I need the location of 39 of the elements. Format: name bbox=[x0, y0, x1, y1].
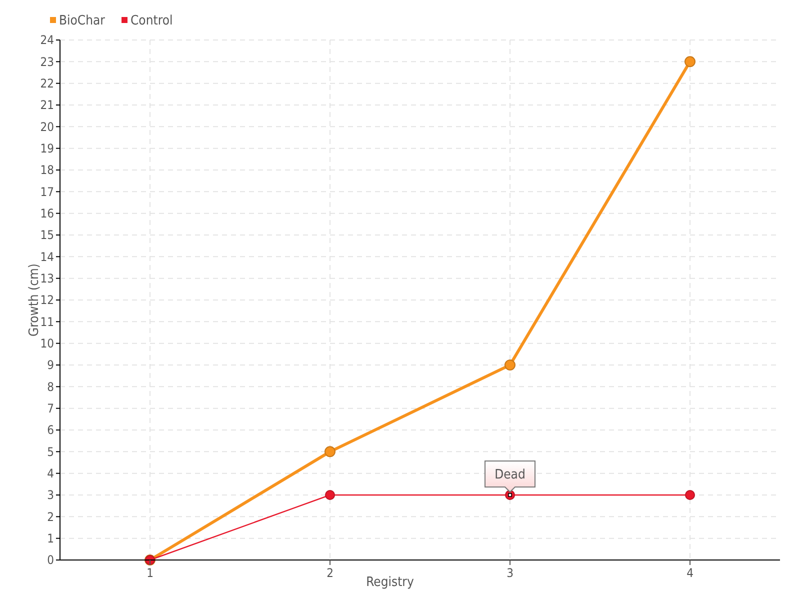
y-tick-label: 21 bbox=[40, 98, 54, 112]
y-tick-label: 18 bbox=[40, 163, 54, 178]
point bbox=[324, 446, 336, 458]
y-tick-label: 19 bbox=[40, 142, 54, 156]
legend-label: BioChar bbox=[59, 14, 106, 29]
y-tick-label: 24 bbox=[40, 33, 54, 48]
y-tick-label: 10 bbox=[40, 336, 54, 351]
y-tick-label: 22 bbox=[40, 76, 54, 91]
y-tick-label: 15 bbox=[40, 228, 54, 242]
y-tick-label: 0 bbox=[47, 553, 54, 568]
y-tick-label: 23 bbox=[40, 54, 54, 69]
y-axis-title: Growth (cm) bbox=[27, 264, 42, 336]
x-tick-label: 4 bbox=[686, 566, 694, 580]
point bbox=[504, 360, 516, 370]
y-tick-label: 16 bbox=[40, 206, 54, 221]
x-tick-label: 3 bbox=[506, 566, 514, 580]
y-tick-label: 7 bbox=[47, 402, 54, 416]
y-tick-label: 13 bbox=[40, 272, 54, 286]
y-tick-label: 5 bbox=[47, 444, 54, 459]
point bbox=[325, 490, 335, 500]
y-tick-label: 11 bbox=[40, 314, 54, 329]
x-tick-label: 1 bbox=[146, 566, 154, 580]
y-tick-label: 20 bbox=[40, 120, 54, 134]
annotation: Dead bbox=[494, 468, 526, 483]
point bbox=[685, 490, 695, 500]
point bbox=[684, 56, 696, 68]
y-tick-label: 1 bbox=[47, 532, 54, 546]
legend-label: Control bbox=[130, 14, 173, 29]
y-tick-label: 9 bbox=[47, 358, 54, 372]
y-tick-label: 12 bbox=[40, 293, 54, 308]
y-tick-label: 17 bbox=[40, 184, 54, 199]
y-tick-label: 4 bbox=[47, 466, 54, 481]
x-tick-label: 2 bbox=[326, 566, 334, 580]
y-tick-label: 6 bbox=[47, 423, 54, 438]
y-tick-label: 3 bbox=[47, 488, 54, 502]
x-axis-title: Registry bbox=[366, 575, 414, 590]
y-tick-label: 14 bbox=[40, 250, 54, 264]
y-tick-label: 8 bbox=[47, 380, 54, 394]
y-tick-label: 2 bbox=[47, 510, 54, 524]
